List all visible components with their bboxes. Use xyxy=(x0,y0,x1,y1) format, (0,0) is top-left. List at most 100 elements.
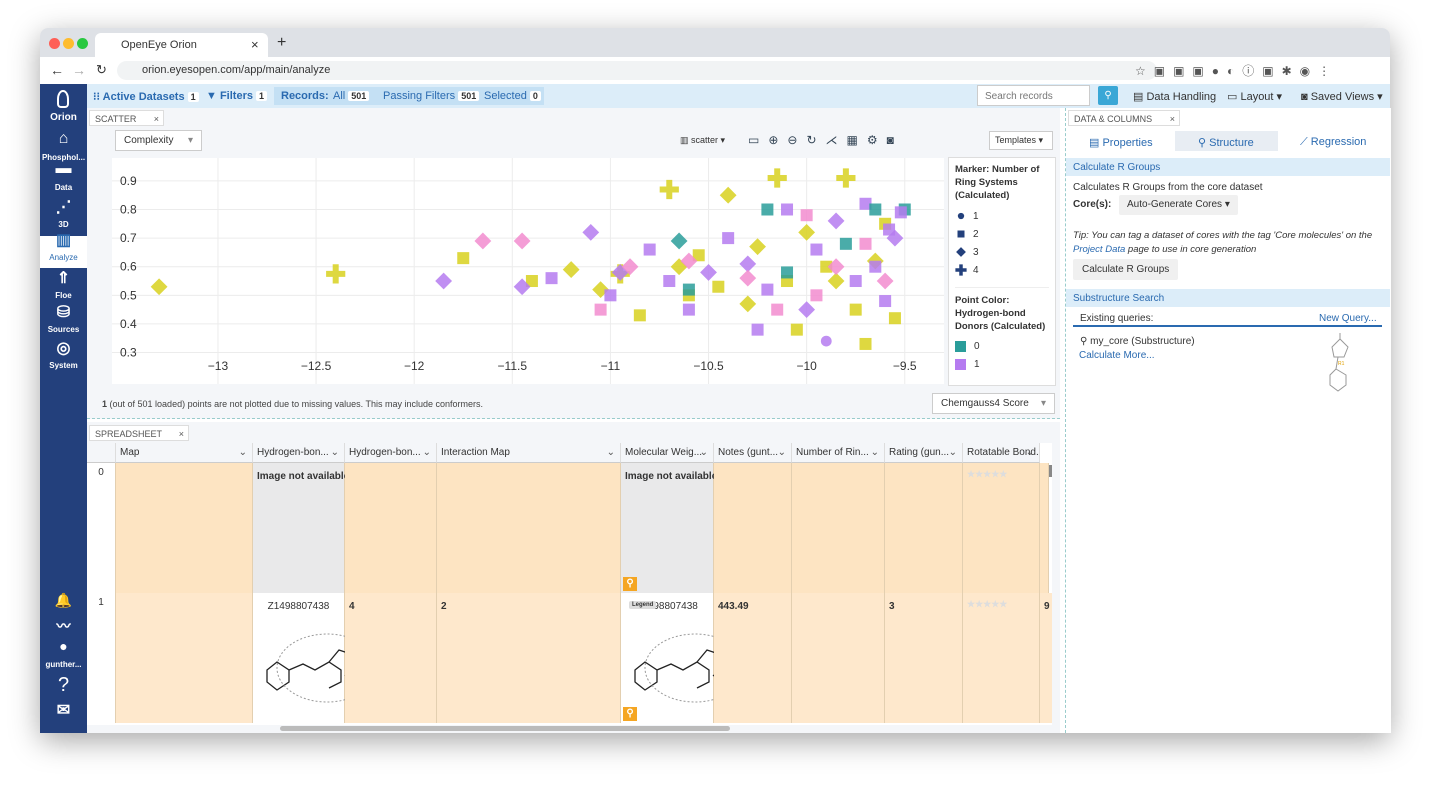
point[interactable] xyxy=(326,264,346,284)
mail[interactable]: ✉ xyxy=(56,702,71,719)
point[interactable] xyxy=(859,337,872,350)
point[interactable] xyxy=(562,261,580,278)
point[interactable] xyxy=(670,232,688,250)
legend-item[interactable]: 0 xyxy=(955,337,1055,355)
point[interactable] xyxy=(800,209,813,222)
point[interactable] xyxy=(781,203,794,216)
structure-tab[interactable]: ⚲ Structure xyxy=(1198,137,1254,149)
sidebar-item[interactable]: Data xyxy=(54,183,73,192)
point[interactable] xyxy=(150,278,168,296)
min-dot[interactable] xyxy=(63,38,74,49)
search-input[interactable] xyxy=(977,85,1090,106)
point[interactable] xyxy=(771,303,784,316)
active-datasets[interactable]: ⁝⁝ Active Datasets 1 xyxy=(93,90,199,103)
point[interactable] xyxy=(474,232,492,250)
spreadsheet-tab[interactable]: SPREADSHEET × xyxy=(89,425,189,441)
saved-views[interactable]: ◙ Saved Views ▾ xyxy=(1301,91,1383,103)
legend-item[interactable]: 3 xyxy=(955,243,1055,261)
point[interactable] xyxy=(886,229,904,247)
point[interactable] xyxy=(513,232,531,250)
point[interactable] xyxy=(827,212,845,230)
v-scrollbar[interactable] xyxy=(1049,465,1052,477)
header-cell[interactable]: Rotatable Bond... ⌄ xyxy=(963,443,1040,463)
point[interactable] xyxy=(739,255,757,273)
sidebar-icon[interactable]: 🔔 xyxy=(54,592,73,608)
point[interactable] xyxy=(749,238,766,256)
y-selector[interactable]: Complexity ▾ xyxy=(115,130,202,151)
point[interactable] xyxy=(790,323,803,336)
point[interactable] xyxy=(739,295,757,313)
sidebar-item[interactable]: Phosphol... xyxy=(41,153,86,162)
rating[interactable]: ★★★★★ xyxy=(967,469,1008,479)
point[interactable] xyxy=(810,243,823,256)
point[interactable] xyxy=(643,243,656,256)
point[interactable] xyxy=(633,309,646,322)
sidebar-user[interactable]: gunther... xyxy=(45,660,82,669)
point[interactable] xyxy=(582,223,600,241)
point[interactable] xyxy=(879,295,892,308)
properties-tab[interactable]: ▤ Properties xyxy=(1089,137,1153,149)
passing-filters[interactable]: Passing Filters 501 xyxy=(383,90,480,102)
legend-chip[interactable]: Legend xyxy=(629,601,657,609)
header-cell[interactable]: Interaction Map ⌄ xyxy=(437,443,621,463)
calc-more[interactable]: Calculate More... xyxy=(1079,350,1155,361)
scatter-tab[interactable]: SCATTER × xyxy=(89,110,164,126)
query[interactable]: ⚲ my_core (Substructure) xyxy=(1080,336,1195,347)
point[interactable] xyxy=(781,266,794,279)
sidebar-item[interactable]: 3D xyxy=(58,220,69,229)
legend-item[interactable]: 1 xyxy=(955,207,1055,225)
point[interactable] xyxy=(682,303,695,316)
point[interactable] xyxy=(869,260,882,273)
point[interactable] xyxy=(859,237,872,250)
tip-link[interactable]: Project Data xyxy=(1073,244,1126,255)
point[interactable] xyxy=(751,323,764,336)
point[interactable] xyxy=(525,275,538,288)
point[interactable] xyxy=(761,203,774,216)
new-query[interactable]: New Query... xyxy=(1319,313,1377,324)
header-cell[interactable]: Molecular Weig... ⌄ xyxy=(621,443,714,463)
point[interactable] xyxy=(820,260,833,273)
point[interactable] xyxy=(712,280,725,293)
address-field[interactable] xyxy=(117,61,1157,80)
layout-menu[interactable]: ▭ Layout ▾ xyxy=(1227,91,1283,103)
plot-type[interactable]: ▥ scatter ▾ xyxy=(680,135,726,145)
zoom-icon[interactable]: ⚲ xyxy=(623,577,637,591)
brand[interactable]: Orion xyxy=(50,112,77,123)
point[interactable] xyxy=(798,301,816,319)
selected[interactable]: Selected 0 xyxy=(484,90,541,102)
point[interactable] xyxy=(767,168,787,188)
tab-close[interactable]: × xyxy=(251,37,259,52)
header-cell[interactable]: Rating (gun... ⌄ xyxy=(885,443,963,463)
point[interactable] xyxy=(876,272,894,290)
point[interactable] xyxy=(827,272,845,290)
point[interactable] xyxy=(888,312,901,325)
point[interactable] xyxy=(457,252,470,265)
new-tab[interactable]: + xyxy=(277,34,287,51)
point[interactable] xyxy=(594,303,607,316)
point[interactable] xyxy=(883,223,896,236)
browser-tab[interactable] xyxy=(95,33,268,57)
point[interactable] xyxy=(722,232,735,245)
legend-item[interactable]: 2 xyxy=(955,225,1055,243)
rgroup-button[interactable]: Calculate R Groups xyxy=(1073,259,1179,280)
sidebar-icon[interactable]: 〰 xyxy=(56,618,71,634)
right-tab[interactable]: DATA & COLUMNS × xyxy=(1068,110,1180,126)
point[interactable] xyxy=(836,168,856,188)
header-cell[interactable]: Map ⌄ xyxy=(116,443,253,463)
data-handling[interactable]: ▤ Data Handling xyxy=(1133,91,1217,103)
templates[interactable]: Templates ▾ xyxy=(989,131,1053,150)
point[interactable] xyxy=(849,275,862,288)
header-cell[interactable]: Notes (gunt... ⌄ xyxy=(714,443,792,463)
nav-forward[interactable]: → xyxy=(72,62,86,78)
search-button[interactable]: ⚲ xyxy=(1098,86,1118,105)
header-cell[interactable]: Number of Rin... ⌄ xyxy=(792,443,885,463)
plot-tools[interactable]: ▭⊕⊖↻⋌▦⚙◙ xyxy=(748,133,903,147)
sidebar-item[interactable]: Sources xyxy=(47,325,80,334)
point[interactable] xyxy=(680,252,698,270)
reload[interactable]: ↻ xyxy=(96,62,107,77)
all-records[interactable]: All 501 xyxy=(333,90,370,102)
help[interactable]: ? xyxy=(57,674,70,696)
point[interactable] xyxy=(435,272,453,290)
point[interactable] xyxy=(663,275,676,288)
zoom-icon[interactable]: ⚲ xyxy=(623,707,637,721)
